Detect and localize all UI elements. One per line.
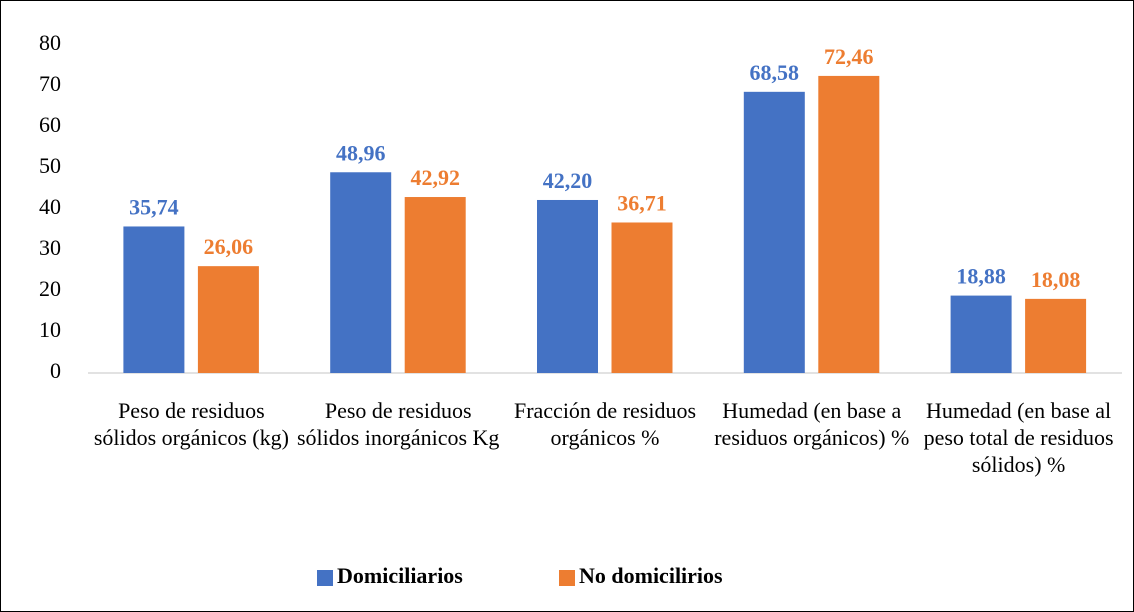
x-tick-label: Humedad (en base al peso total de residu…	[923, 398, 1114, 477]
bar	[404, 197, 466, 373]
value-label: 36,71	[617, 191, 667, 216]
legend-swatch	[559, 570, 575, 586]
value-label: 42,20	[543, 168, 593, 193]
y-tick-label: 40	[39, 194, 61, 219]
bar	[330, 172, 392, 373]
value-label: 48,96	[336, 140, 386, 165]
y-tick-label: 50	[39, 153, 61, 178]
legend-label: No domicilirios	[579, 563, 723, 588]
value-label: 18,88	[956, 264, 1006, 289]
legend-label: Domiciliarios	[337, 563, 463, 588]
value-label: 26,06	[204, 234, 254, 259]
value-label: 68,58	[750, 60, 800, 85]
bar	[537, 199, 598, 373]
bar	[611, 222, 673, 373]
y-tick-label: 70	[39, 71, 61, 96]
value-label: 35,74	[129, 195, 179, 220]
value-label: 72,46	[824, 44, 874, 69]
x-tick-label: Peso de residuos sólidos orgánicos (kg)	[93, 398, 289, 450]
bar	[818, 75, 880, 373]
y-tick-label: 60	[39, 112, 61, 137]
y-tick-label: 30	[39, 235, 61, 260]
bar	[123, 226, 185, 373]
x-tick-label: Humedad (en base a residuos orgánicos) %	[714, 398, 910, 450]
bar	[950, 295, 1012, 373]
bar	[743, 91, 805, 374]
y-tick-label: 20	[39, 276, 61, 301]
y-tick-label: 10	[39, 317, 61, 342]
bar	[197, 266, 259, 373]
y-tick-label: 0	[50, 358, 61, 383]
value-label: 18,08	[1031, 267, 1081, 292]
x-tick-label: Peso de residuos sólidos inorgánicos Kg	[296, 398, 500, 450]
y-tick-label: 80	[39, 30, 61, 55]
bar	[1025, 298, 1087, 373]
x-tick-label: Fracción de residuos orgánicos %	[513, 398, 697, 450]
value-label: 42,92	[410, 165, 460, 190]
legend-swatch	[317, 570, 333, 586]
